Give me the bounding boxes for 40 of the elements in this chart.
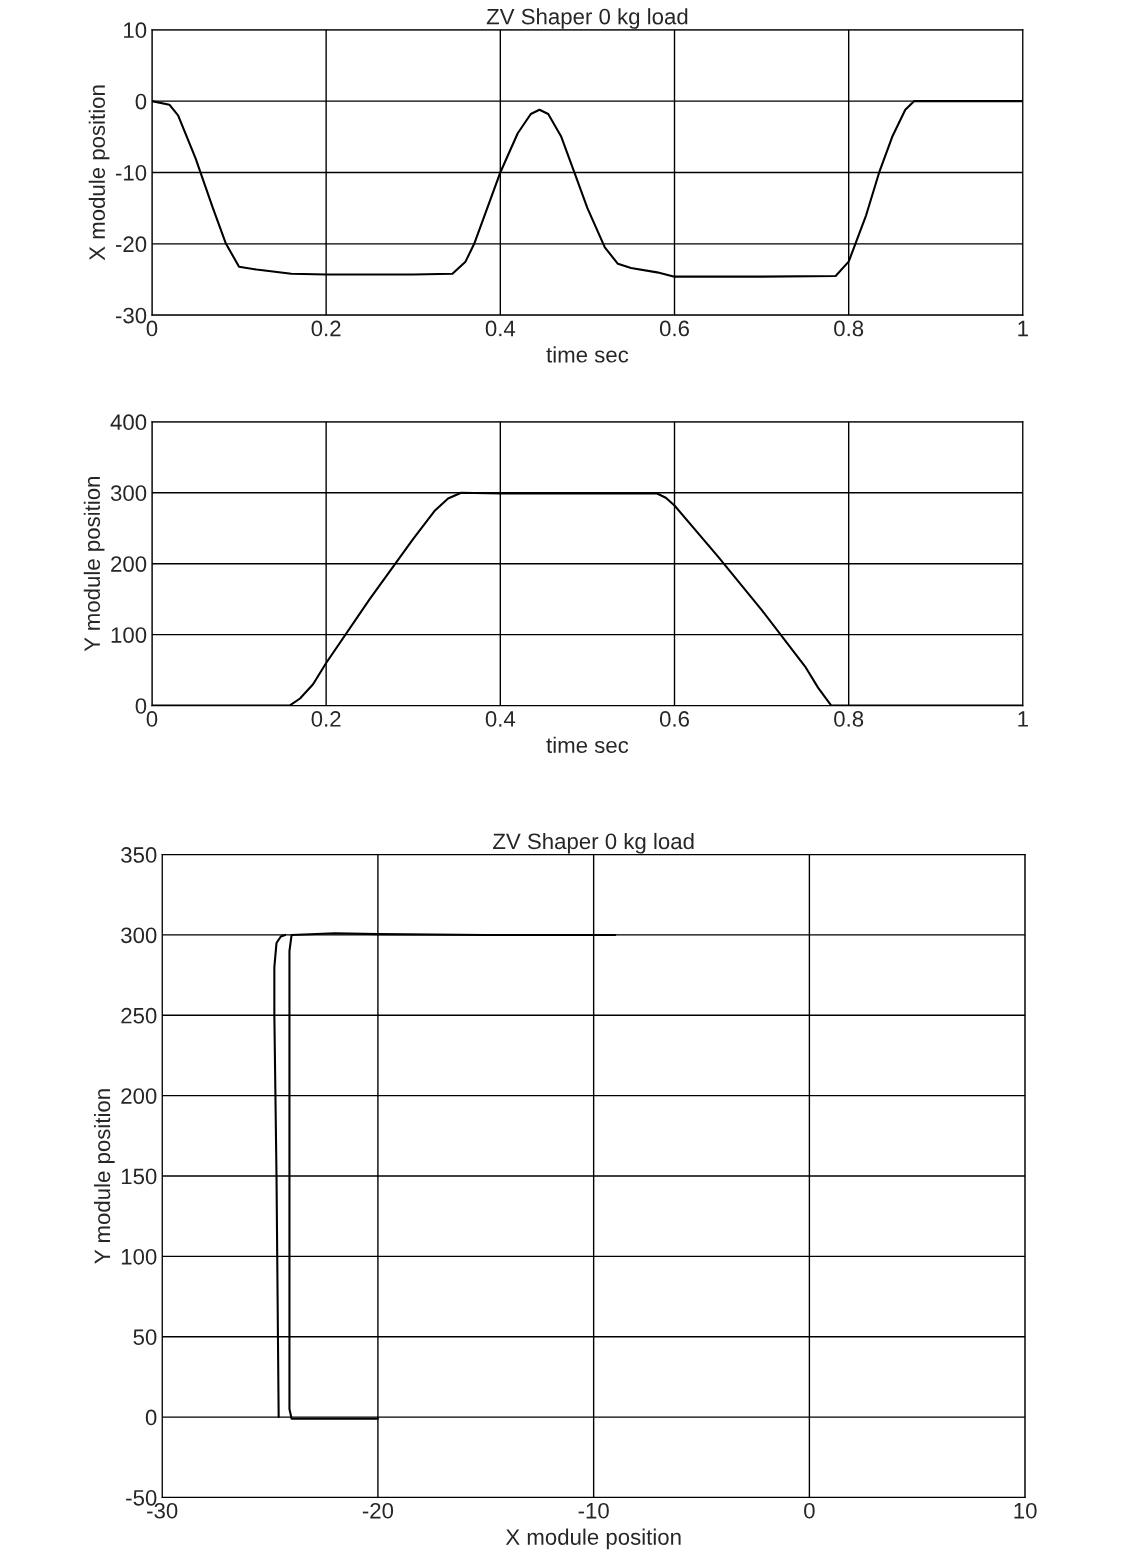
y-axis-title: Y module position <box>83 477 105 652</box>
x-tick-label: 0.8 <box>834 711 864 727</box>
y-axis-title: X module position <box>88 85 110 261</box>
y-tick-label: 150 <box>121 1168 157 1185</box>
y-tick-label: 50 <box>133 1329 157 1345</box>
x-tick-label: 0.8 <box>834 320 864 337</box>
y-tick-label: 350 <box>121 847 157 863</box>
x-tick-label: 1 <box>1018 711 1028 727</box>
y-tick-label: -20 <box>115 236 147 253</box>
y-tick-label: 0 <box>135 93 147 110</box>
x-tick-label: -10 <box>578 1502 609 1519</box>
y-tick-label: 200 <box>121 1088 157 1104</box>
x-tick-label: 0.4 <box>485 320 516 337</box>
x-axis-title: X module position <box>505 1528 681 1550</box>
y-tick-label: 0 <box>135 698 147 714</box>
y-axis-title: Y module position <box>93 1089 115 1264</box>
x-tick-label: 0.2 <box>311 320 341 337</box>
y-tick-label: -10 <box>115 165 147 181</box>
x-tick-label: 0.4 <box>485 711 516 727</box>
y-tick-label: 100 <box>111 627 147 643</box>
x-tick-label: 0.2 <box>311 711 341 727</box>
x-tick-label: 10 <box>1014 1502 1037 1519</box>
chart-title: ZV Shaper 0 kg load <box>486 8 688 29</box>
y-tick-label: 300 <box>121 927 157 944</box>
y-tick-label: 400 <box>110 414 147 431</box>
y-tick-label: 200 <box>111 556 147 572</box>
x-tick-label: 1 <box>1018 320 1028 337</box>
x-tick-label: 0.6 <box>659 320 689 337</box>
x-tick-label: 0.6 <box>659 711 689 727</box>
y-tick-label: 250 <box>121 1007 157 1024</box>
y-tick-label: 300 <box>110 485 147 502</box>
chart-title: ZV Shaper 0 kg load <box>493 832 694 854</box>
x-tick-label: 0 <box>804 1502 815 1519</box>
y-tick-label: 100 <box>121 1248 157 1265</box>
y-tick-label: 10 <box>124 22 147 39</box>
x-axis-title: time sec <box>546 346 629 363</box>
x-axis-title: time sec <box>546 736 629 754</box>
y-tick-label: -30 <box>115 307 147 324</box>
y-tick-label: 0 <box>145 1409 157 1426</box>
x-tick-label: -20 <box>362 1502 394 1519</box>
